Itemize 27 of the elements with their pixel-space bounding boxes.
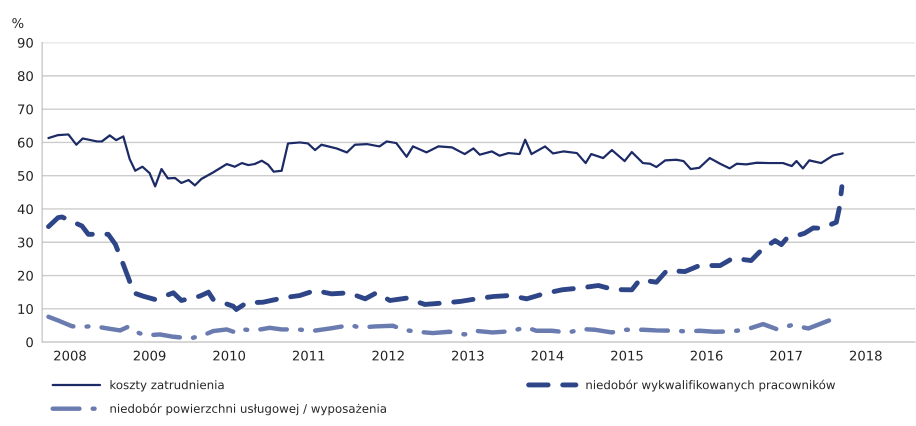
x-tick-label: 2009 — [134, 350, 166, 361]
y-tick-label: 90 — [18, 38, 33, 48]
x-tick-label: 2017 — [770, 350, 802, 361]
y-tick-label: 50 — [18, 170, 33, 181]
y-tick-label: 10 — [18, 304, 33, 314]
y-tick-label: 70 — [18, 104, 33, 114]
x-tick-label: 2015 — [611, 350, 643, 361]
y-tick-label: 0 — [26, 337, 33, 348]
line-series — [47, 133, 844, 188]
legend-label: niedobór wykwalifikowanych pracowników — [586, 380, 835, 392]
y-axis-title: % — [12, 18, 24, 28]
legend-label: koszty zatrudnienia — [110, 380, 224, 392]
y-tick-label: 60 — [18, 138, 33, 148]
x-tick-label: 2016 — [690, 350, 723, 361]
x-tick-label: 2018 — [850, 350, 882, 361]
line-series — [46, 184, 844, 312]
x-tick-label: 2013 — [452, 350, 484, 361]
x-tick-label: 2014 — [532, 350, 564, 361]
y-tick-label: 30 — [18, 237, 33, 248]
y-tick-label: 20 — [18, 270, 33, 281]
x-tick-label: 2011 — [292, 350, 324, 361]
legend-label: niedobór powierzchni usługowej / wyposażenia — [110, 403, 386, 416]
x-tick-label: 2008 — [54, 350, 86, 361]
y-tick-label: 40 — [18, 204, 33, 214]
y-tick-label: 80 — [18, 71, 33, 82]
x-tick-label: 2012 — [372, 350, 404, 361]
x-tick-label: 2010 — [213, 350, 246, 361]
